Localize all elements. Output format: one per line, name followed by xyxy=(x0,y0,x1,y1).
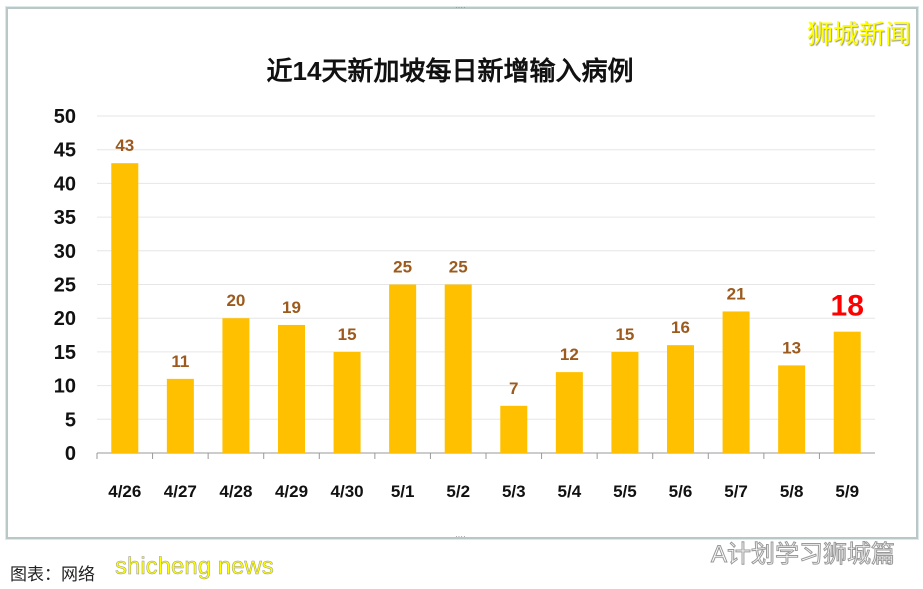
x-tick-label: 5/8 xyxy=(780,482,804,501)
bar xyxy=(166,378,194,453)
resize-handle-top[interactable]: ···· xyxy=(455,3,466,12)
x-tick-label: 4/28 xyxy=(219,482,252,501)
bar xyxy=(389,284,417,453)
watermark-source: shicheng news xyxy=(115,553,274,581)
bar xyxy=(778,365,806,453)
x-tick-label: 4/29 xyxy=(275,482,308,501)
data-label: 25 xyxy=(449,258,468,277)
y-tick-label: 25 xyxy=(54,275,76,297)
data-label: 18 xyxy=(831,290,864,323)
source-text: 图表：网络 xyxy=(10,565,95,584)
x-tick-label: 4/26 xyxy=(108,482,141,501)
data-label: 20 xyxy=(226,291,245,310)
data-label: 13 xyxy=(782,338,801,357)
data-label: 21 xyxy=(727,284,746,303)
x-tick-label: 4/27 xyxy=(164,482,197,501)
bar xyxy=(500,405,528,453)
bar xyxy=(555,372,583,453)
data-label: 16 xyxy=(671,318,690,337)
watermark-bottom: A计划学习狮城篇 xyxy=(710,541,895,569)
data-label: 11 xyxy=(171,352,189,371)
bar xyxy=(333,351,361,453)
chart-title: 近14天新加坡每日新增输入病例 xyxy=(267,56,634,86)
x-tick-label: 4/30 xyxy=(331,482,364,501)
watermark-top: 狮城新闻 xyxy=(806,19,911,49)
y-tick-label: 10 xyxy=(54,376,76,398)
bar xyxy=(444,284,472,453)
bar xyxy=(222,318,250,453)
y-tick-label: 40 xyxy=(54,173,76,195)
x-tick-label: 5/7 xyxy=(724,482,748,501)
y-tick-label: 45 xyxy=(54,140,76,162)
data-label: 19 xyxy=(282,298,301,317)
bar xyxy=(278,324,305,453)
y-tick-label: 35 xyxy=(54,207,76,229)
bar xyxy=(111,163,139,453)
y-tick-label: 5 xyxy=(65,409,76,431)
bar xyxy=(722,311,750,453)
x-tick-label: 5/9 xyxy=(835,482,859,501)
y-tick-label: 15 xyxy=(54,342,76,364)
y-tick-label: 20 xyxy=(54,308,76,330)
x-tick-label: 5/1 xyxy=(391,482,415,501)
x-tick-label: 5/2 xyxy=(446,482,470,501)
data-label: 12 xyxy=(560,345,579,364)
y-tick-label: 50 xyxy=(54,106,76,128)
y-tick-label: 0 xyxy=(65,443,76,465)
x-tick-label: 5/3 xyxy=(502,482,526,501)
x-tick-label: 5/5 xyxy=(613,482,637,501)
bar xyxy=(611,351,639,453)
resize-handle-bottom[interactable]: ···· xyxy=(455,532,466,541)
x-tick-label: 5/6 xyxy=(669,482,693,501)
data-label: 15 xyxy=(615,325,634,344)
x-tick-label: 5/4 xyxy=(558,482,582,501)
y-tick-label: 30 xyxy=(54,241,76,263)
data-label: 43 xyxy=(115,136,134,155)
data-label: 7 xyxy=(509,379,518,398)
bar xyxy=(833,331,861,453)
data-label: 15 xyxy=(338,325,357,344)
data-label: 25 xyxy=(393,258,412,277)
bar xyxy=(667,345,694,453)
